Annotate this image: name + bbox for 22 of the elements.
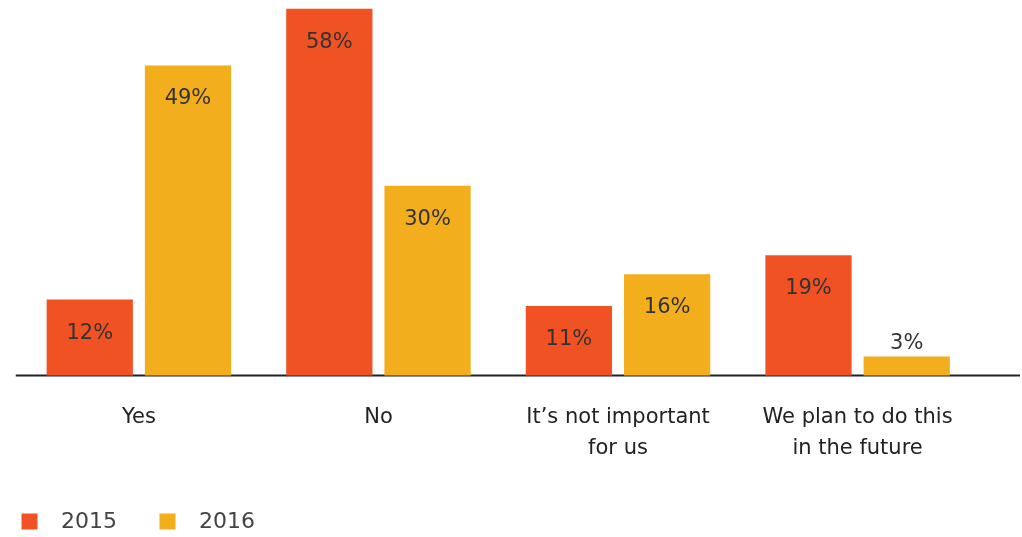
bar bbox=[46, 299, 133, 376]
x-tick-label: We plan to do this in the future bbox=[762, 403, 953, 459]
data-label: 11% bbox=[545, 325, 593, 350]
bar bbox=[765, 255, 852, 376]
legend-label: 2016 bbox=[199, 508, 255, 533]
data-label: 16% bbox=[643, 294, 691, 319]
bar bbox=[624, 274, 711, 376]
bar bbox=[525, 305, 613, 376]
data-label: 30% bbox=[404, 205, 451, 230]
legend-label: 2015 bbox=[61, 508, 117, 533]
x-tick-label: No bbox=[364, 403, 393, 428]
data-label: 49% bbox=[164, 85, 212, 110]
data-label: 19% bbox=[785, 275, 832, 300]
data-label: 58% bbox=[306, 28, 353, 53]
bar bbox=[144, 65, 232, 376]
bar bbox=[863, 356, 950, 376]
bar bbox=[384, 185, 471, 376]
x-tick-label: Yes bbox=[120, 403, 156, 428]
bar bbox=[286, 8, 373, 376]
data-label: 12% bbox=[66, 319, 114, 344]
x-tick-label: It’s not important for us bbox=[526, 403, 710, 459]
data-label: 3% bbox=[890, 329, 924, 354]
